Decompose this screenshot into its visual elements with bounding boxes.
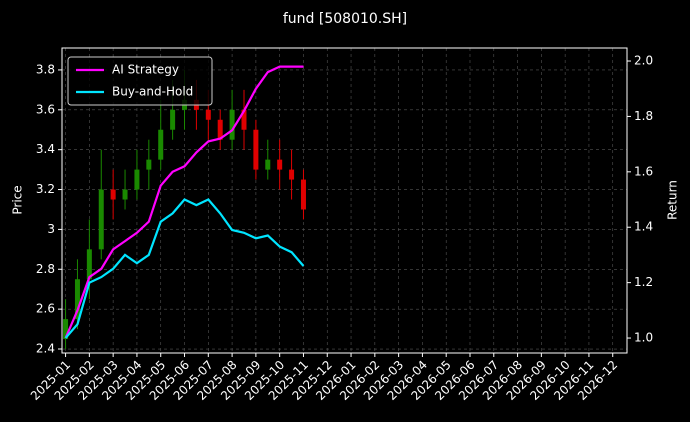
- candle-body: [122, 189, 128, 200]
- y-axis-label: Price: [11, 185, 25, 214]
- y2-tick-label: 2.0: [634, 54, 653, 68]
- candle-body: [265, 159, 271, 170]
- series-line: [64, 198, 305, 339]
- candle-body: [241, 109, 247, 130]
- y-tick-label: 2.6: [36, 302, 55, 316]
- candle-body: [217, 119, 223, 140]
- legend: AI Strategy Buy-and-Hold: [67, 56, 213, 106]
- y2-tick-label: 1.6: [634, 164, 653, 178]
- y2-tick-label: 1.0: [634, 331, 653, 345]
- plot-frame: [61, 47, 628, 354]
- candle-body: [110, 189, 116, 200]
- chart-title: fund [508010.SH]: [283, 11, 407, 27]
- y-tick-label: 3: [47, 222, 55, 236]
- candle-body: [253, 129, 259, 170]
- y-tick-label: 3.6: [36, 102, 55, 116]
- y2-axis-label: Return: [666, 180, 680, 220]
- candle-body: [170, 109, 176, 130]
- candle-body: [289, 169, 295, 180]
- candle-body: [229, 109, 235, 140]
- y-tick-label: 3.2: [36, 182, 55, 196]
- y2-tick-label: 1.4: [634, 220, 653, 234]
- candle-body: [98, 189, 104, 250]
- legend-label: Buy-and-Hold: [112, 85, 193, 99]
- candle-body: [158, 129, 164, 160]
- candle-body: [277, 159, 283, 170]
- candle-body: [146, 159, 152, 170]
- y-tick-label: 3.4: [36, 142, 55, 156]
- candle-body: [74, 279, 80, 320]
- y-tick-label: 2.8: [36, 262, 55, 276]
- legend-label: AI Strategy: [112, 63, 179, 77]
- y2-tick-label: 1.8: [634, 109, 653, 123]
- y2-tick-label: 1.2: [634, 275, 653, 289]
- candle-body: [63, 319, 69, 340]
- candle-body: [300, 179, 306, 210]
- candle-body: [205, 109, 211, 120]
- candle-body: [134, 169, 140, 190]
- y-tick-label: 3.8: [36, 62, 55, 76]
- series-line: [64, 65, 304, 339]
- y-tick-label: 2.4: [36, 342, 55, 356]
- candle-body: [86, 249, 92, 280]
